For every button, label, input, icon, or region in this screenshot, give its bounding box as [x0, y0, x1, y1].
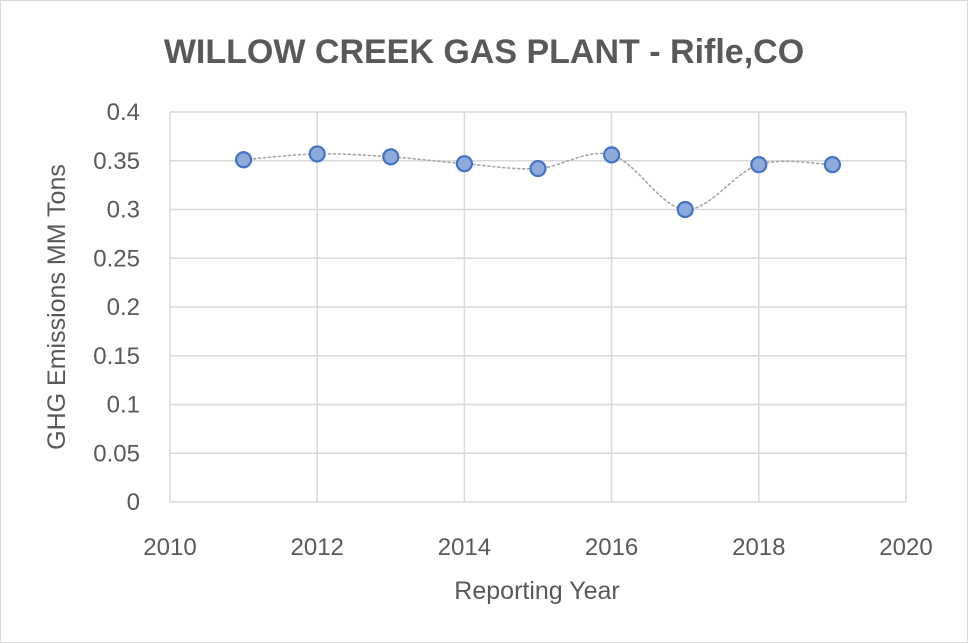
- y-tick-label: 0.35: [93, 148, 140, 175]
- series-points-group: [235, 145, 842, 219]
- y-tick-labels: 0 0.05 0.1 0.15 0.2 0.25 0.3 0.35 0.4: [93, 99, 140, 516]
- y-tick-label: 0.15: [93, 343, 140, 370]
- y-tick-label: 0.1: [107, 392, 140, 419]
- data-point: [529, 159, 547, 178]
- y-tick-label: 0.3: [107, 197, 140, 224]
- y-tick-label: 0.05: [93, 440, 140, 467]
- y-tick-label: 0.4: [107, 99, 140, 126]
- x-tick-label: 2012: [291, 534, 344, 561]
- x-tick-label: 2014: [438, 534, 491, 561]
- y-tick-label: 0: [127, 489, 140, 516]
- x-tick-label: 2018: [732, 534, 785, 561]
- x-axis-title: Reporting Year: [454, 577, 619, 605]
- data-point: [382, 148, 400, 166]
- data-point: [455, 155, 473, 173]
- grid-lines: [169, 111, 907, 503]
- x-tick-label: 2016: [585, 534, 638, 561]
- data-point: [308, 145, 326, 163]
- data-point: [823, 156, 842, 174]
- data-point: [750, 156, 768, 174]
- data-point: [676, 200, 694, 219]
- data-point: [235, 151, 253, 169]
- data-point: [602, 146, 621, 164]
- x-tick-labels: 2010 2012 2014 2016 2018 2020: [143, 534, 932, 561]
- y-axis-title: GHG Emissions MM Tons: [43, 164, 71, 450]
- y-tick-label: 0.2: [107, 294, 140, 321]
- chart-title: WILLOW CREEK GAS PLANT - Rifle,CO: [164, 33, 804, 71]
- y-tick-label: 0.25: [93, 245, 140, 272]
- x-tick-label: 2010: [143, 534, 196, 561]
- x-tick-label: 2020: [879, 534, 932, 561]
